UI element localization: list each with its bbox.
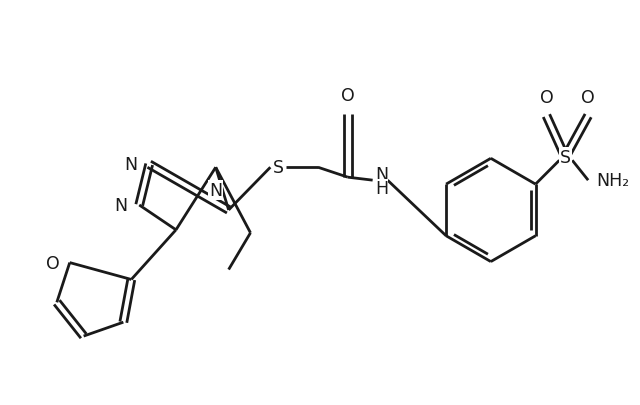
Text: O: O [581, 88, 595, 107]
Text: S: S [273, 159, 284, 177]
Text: NH₂: NH₂ [596, 172, 629, 190]
Text: O: O [540, 88, 554, 107]
Text: O: O [341, 86, 355, 104]
Text: S: S [560, 149, 571, 167]
Text: N: N [124, 156, 137, 174]
Text: N: N [375, 166, 388, 184]
Text: N: N [114, 196, 127, 215]
Text: H: H [375, 180, 388, 198]
Text: O: O [46, 254, 60, 272]
Text: N: N [209, 182, 222, 200]
